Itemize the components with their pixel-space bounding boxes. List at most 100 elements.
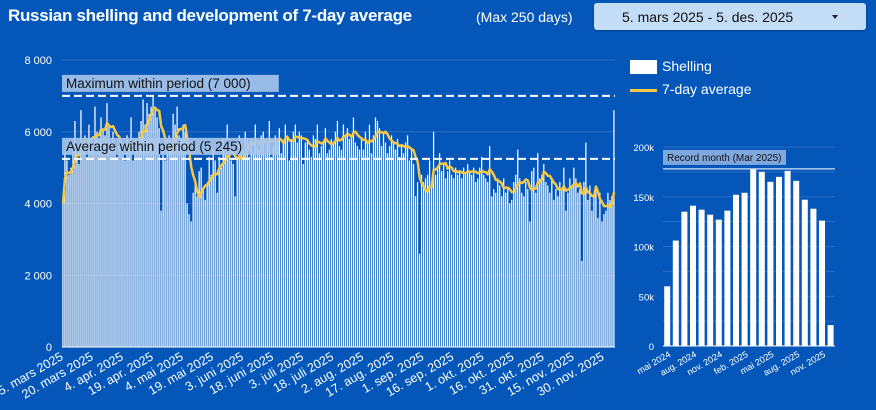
shelling-bar — [280, 153, 282, 347]
monthly-bar — [801, 199, 808, 346]
shelling-bar — [469, 171, 471, 347]
legend-item-average: 7-day average — [630, 81, 752, 97]
page-title: Russian shelling and development of 7-da… — [8, 6, 412, 25]
shelling-bar — [168, 135, 170, 347]
shelling-bar — [170, 149, 172, 347]
shelling-bar — [268, 120, 270, 347]
shelling-bar — [238, 135, 240, 347]
shelling-bar — [479, 167, 481, 347]
monthly-bar — [767, 181, 774, 346]
shelling-bar — [220, 167, 222, 347]
monthly-bar — [715, 219, 722, 346]
shelling-bar — [330, 138, 333, 347]
monthly-bar — [776, 176, 782, 346]
shelling-bar — [356, 146, 359, 347]
shelling-bar — [386, 153, 389, 347]
shelling-bar — [216, 192, 218, 347]
shelling-bar — [382, 131, 385, 347]
shelling-bar — [340, 149, 343, 347]
shelling-bar — [591, 210, 593, 347]
monthly-y-tick-label: 150k — [633, 193, 654, 204]
shelling-bar — [134, 138, 136, 347]
date-range-dropdown[interactable]: 5. mars 2025 - 5. des. 2025 — [594, 3, 866, 30]
shelling-bar — [66, 160, 68, 347]
shelling-bar — [549, 192, 551, 347]
shelling-bar — [505, 192, 507, 347]
shelling-bar — [426, 174, 429, 347]
shelling-bar — [270, 156, 272, 347]
shelling-bar — [154, 110, 156, 347]
shelling-bar — [535, 192, 537, 347]
shelling-bar — [236, 156, 238, 347]
shelling-bar — [146, 103, 148, 347]
shelling-bar — [292, 131, 294, 347]
shelling-bar — [613, 110, 615, 347]
reference-label-box — [62, 74, 279, 92]
shelling-bar — [364, 131, 367, 347]
shelling-bar — [354, 142, 357, 347]
shelling-bar — [322, 142, 325, 347]
shelling-bar — [316, 124, 319, 347]
shelling-bar — [543, 164, 545, 347]
shelling-bar — [384, 142, 387, 347]
shelling-bar — [324, 128, 327, 347]
shelling-bar — [148, 113, 150, 347]
shelling-bar — [150, 106, 152, 347]
shelling-bar — [310, 156, 312, 347]
shelling-bar — [440, 171, 443, 347]
shelling-bar — [64, 153, 66, 347]
shelling-bar — [561, 189, 563, 347]
shelling-bar — [80, 110, 82, 347]
monthly-bar — [698, 209, 705, 346]
y-tick-label: 0 — [46, 342, 52, 354]
shelling-bar — [92, 149, 94, 347]
shelling-bar — [326, 153, 329, 347]
shelling-bar — [274, 135, 276, 347]
shelling-bar — [218, 156, 220, 347]
shelling-bar — [194, 181, 196, 347]
shelling-bar — [551, 178, 553, 347]
shelling-bar — [318, 153, 321, 347]
shelling-bar — [196, 196, 198, 347]
shelling-bar — [459, 171, 461, 347]
monthly-bar — [827, 325, 834, 346]
shelling-bar — [457, 174, 459, 347]
shelling-bar — [94, 106, 96, 347]
shelling-bar — [278, 128, 280, 347]
shelling-bar — [254, 124, 256, 347]
shelling-bar — [210, 174, 212, 347]
shelling-bar — [246, 138, 248, 347]
shelling-bar — [467, 164, 469, 347]
shelling-bar — [262, 131, 264, 347]
shelling-bar — [198, 171, 200, 347]
shelling-bar — [495, 192, 497, 347]
shelling-bar — [567, 192, 569, 347]
shelling-bar — [110, 142, 112, 347]
monthly-bar — [810, 208, 817, 346]
shelling-bar — [68, 174, 70, 347]
monthly-bar — [741, 192, 748, 346]
monthly-bar — [758, 171, 765, 346]
shelling-bar — [388, 146, 391, 347]
shelling-bar — [100, 117, 102, 348]
shelling-bar — [136, 146, 138, 347]
shelling-bar — [208, 156, 210, 347]
shelling-bar — [328, 149, 331, 347]
shelling-bar — [130, 117, 132, 348]
monthly-y-tick-label: 50k — [639, 292, 655, 303]
shelling-bar — [585, 142, 587, 347]
monthly-bar — [664, 286, 671, 346]
shelling-bar — [605, 210, 607, 347]
shelling-bar — [547, 185, 549, 347]
y-tick-label: 8 000 — [24, 55, 52, 67]
shelling-bar — [288, 160, 290, 347]
shelling-bar — [380, 146, 383, 347]
shelling-bar — [294, 124, 296, 347]
shelling-bar — [96, 131, 98, 347]
shelling-bar — [138, 131, 140, 347]
record-label-box — [663, 149, 786, 165]
shelling-bar — [589, 185, 591, 347]
shelling-bar — [537, 153, 539, 347]
monthly-bar — [819, 220, 825, 346]
